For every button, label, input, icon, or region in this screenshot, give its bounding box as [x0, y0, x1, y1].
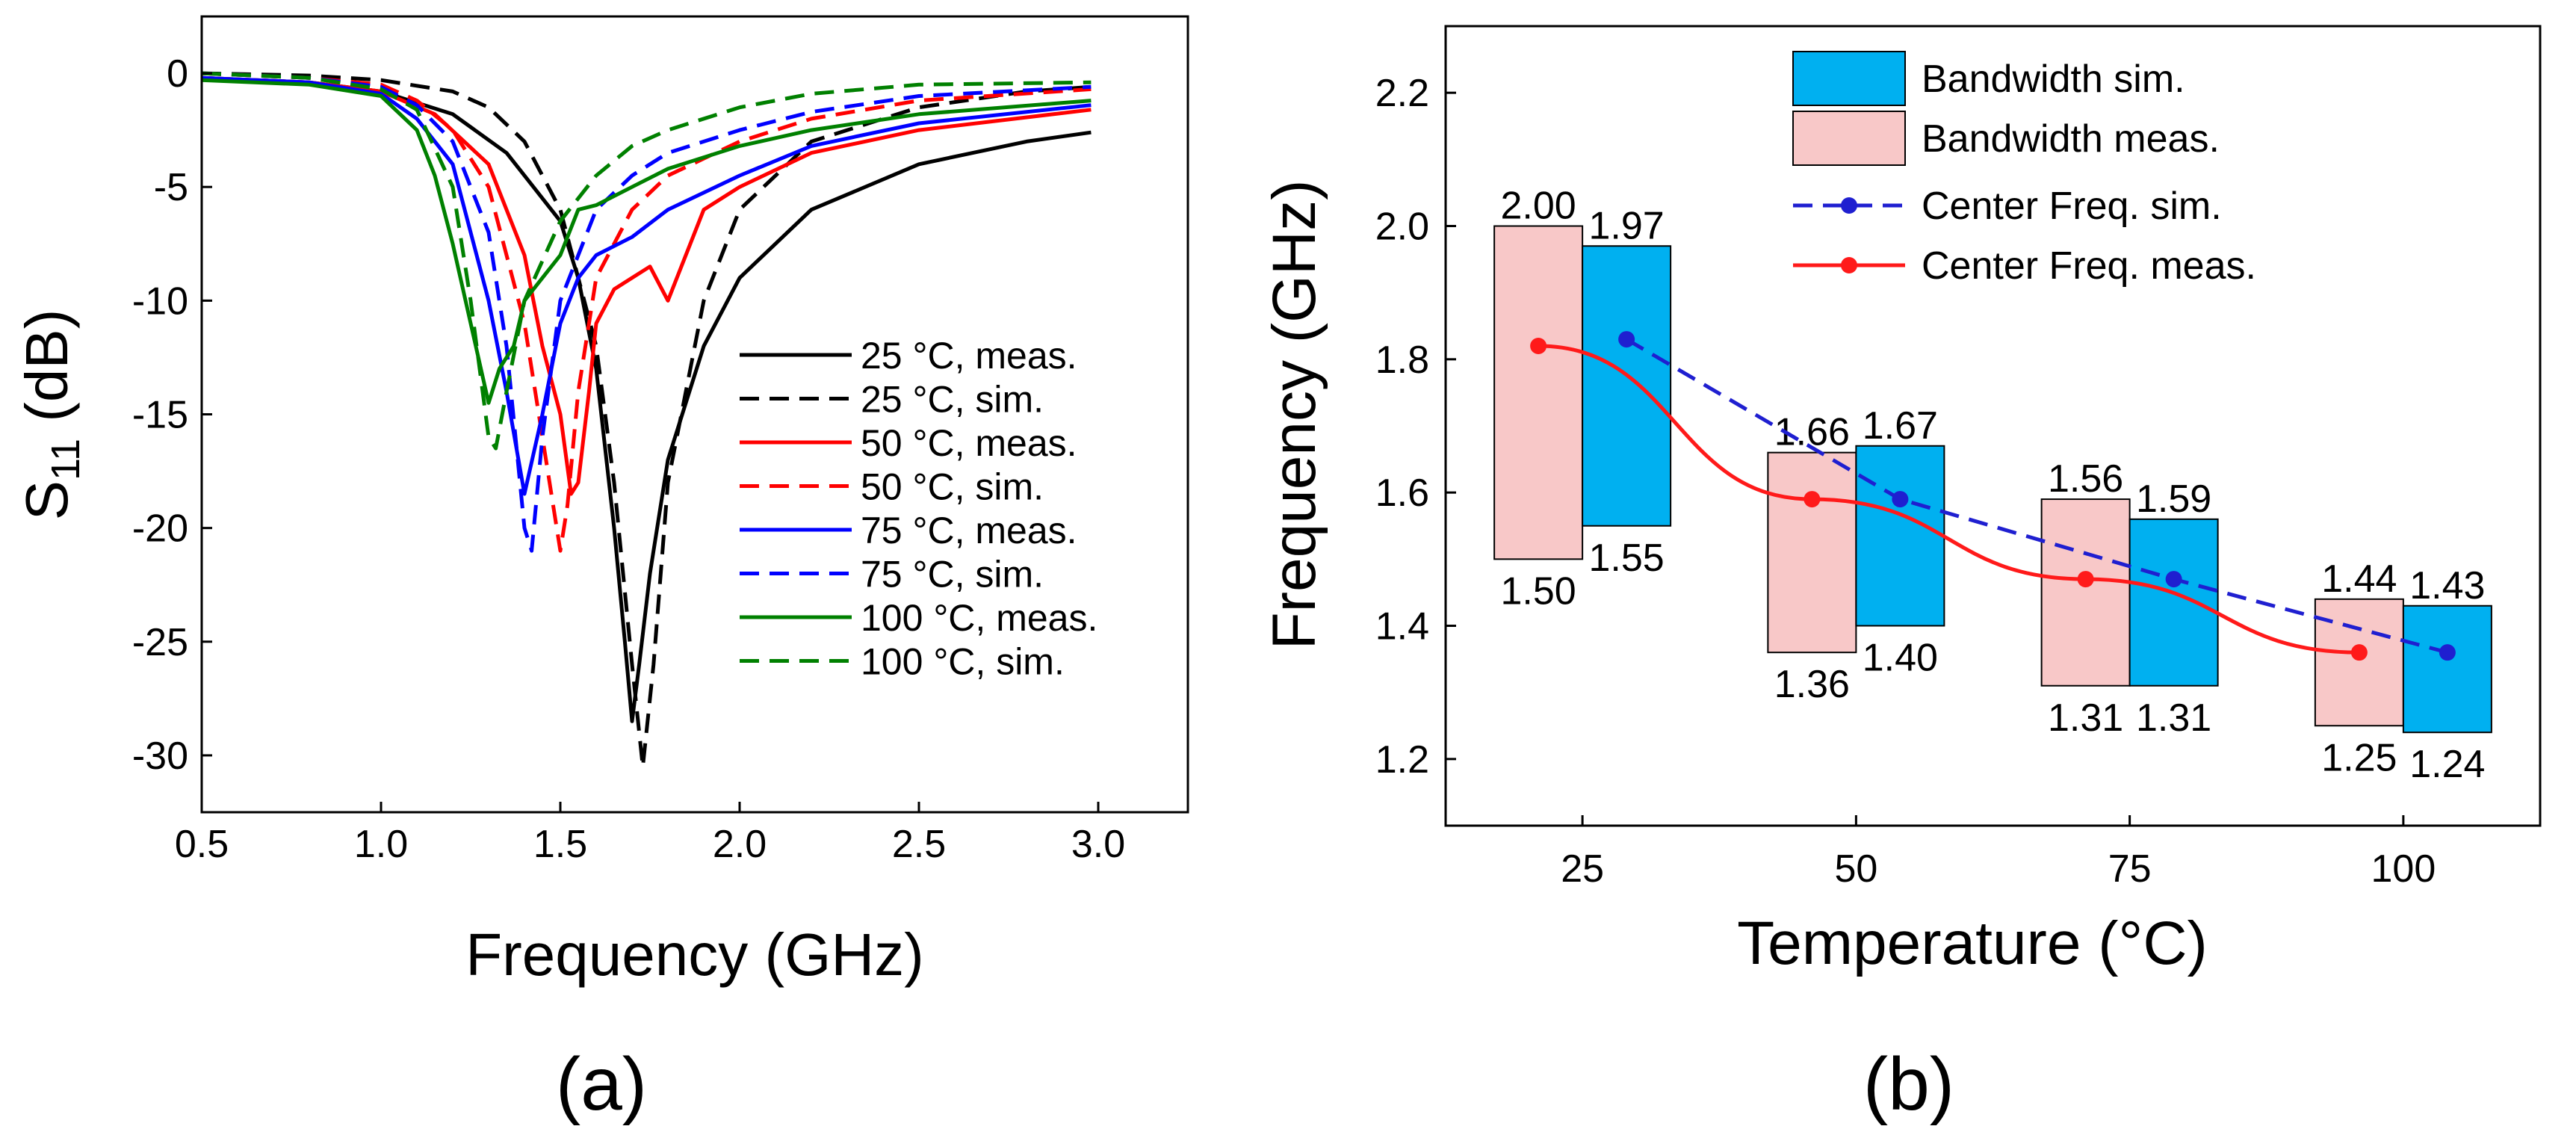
- panel-a-x-axis-title: Frequency (GHz): [465, 921, 923, 988]
- y-tick-label: 1.2: [1375, 738, 1429, 782]
- x-tick-label: 75: [2108, 847, 2152, 891]
- bandwidth-sim-low-label: 1.31: [2136, 696, 2211, 740]
- y-tick-label: 2.0: [1375, 205, 1429, 249]
- panel-a-y-ticks: 0 -5 -10 -15 -20 -25 -30: [132, 52, 212, 778]
- y-tick-label: -15: [132, 394, 188, 437]
- bandwidth-meas-low-label: 1.36: [1774, 663, 1850, 706]
- bandwidth-meas-bar: [1493, 225, 1584, 560]
- panel-a-plot-area: [201, 71, 1092, 769]
- panel-a-label: (a): [556, 1042, 647, 1126]
- panel-a-x-ticks: 0.5 1.0 1.5 2.0 2.5 3.0: [175, 802, 1125, 866]
- panel-a-y-axis-title-sub: 11: [43, 439, 88, 480]
- panel-b-frame: [1444, 25, 2542, 827]
- panel-b-x-axis-title: Temperature (°C): [1737, 909, 2208, 977]
- center-freq-sim-point: [2165, 571, 2182, 588]
- legend-bandwidth-meas-swatch: [1792, 111, 1906, 166]
- x-tick-label: 50: [1834, 847, 1877, 891]
- series-line-3: [201, 71, 1092, 553]
- center-freq-sim-point: [2439, 644, 2456, 661]
- bandwidth-meas-high-label: 1.56: [2048, 457, 2123, 501]
- bandwidth-sim-low-label: 1.40: [1863, 637, 1938, 680]
- legend-center-freq-meas-swatch-marker: [1841, 257, 1857, 273]
- panel-a-legend: 25 °C, meas.25 °C, sim.50 °C, meas.50 °C…: [740, 335, 1097, 683]
- panel-b-label: (b): [1863, 1042, 1954, 1126]
- x-tick-label: 25: [1561, 847, 1604, 891]
- legend-label-5: 75 °C, sim.: [861, 554, 1044, 596]
- center-freq-meas-point: [1803, 491, 1821, 508]
- legend-bandwidth-sim-label: Bandwidth sim.: [1922, 58, 2185, 101]
- legend-center-freq-meas-label: Center Freq. meas.: [1922, 244, 2256, 288]
- center-freq-meas-point: [1530, 338, 1547, 354]
- center-freq-sim-line: [1625, 337, 2448, 655]
- legend-label-4: 75 °C, meas.: [861, 510, 1077, 551]
- legend-bandwidth-meas-label: Bandwidth meas.: [1922, 117, 2220, 161]
- y-tick-label: -10: [132, 279, 188, 323]
- bandwidth-sim-high-label: 1.97: [1589, 204, 1665, 247]
- legend-label-7: 100 °C, sim.: [861, 641, 1065, 683]
- legend-label-2: 50 °C, meas.: [861, 422, 1077, 464]
- center-freq-meas-point: [2350, 644, 2368, 661]
- bandwidth-sim-bar: [2402, 604, 2492, 734]
- series-line-0: [201, 75, 1092, 723]
- x-tick-label: 100: [2371, 847, 2436, 891]
- legend-label-1: 25 °C, sim.: [861, 379, 1044, 421]
- series-line-5: [201, 71, 1092, 553]
- panel-a-y-axis-title: S11 (dB): [13, 309, 88, 521]
- panel-b: 2.001.501.971.551.661.361.671.401.561.31…: [1260, 25, 2542, 1126]
- panel-b-plot-area: 2.001.501.971.551.661.361.671.401.561.31…: [1493, 185, 2492, 786]
- x-tick-label: 3.0: [1071, 823, 1125, 866]
- center-freq-meas-point: [2077, 571, 2094, 588]
- y-tick-label: -20: [132, 507, 188, 551]
- bandwidth-meas-high-label: 2.00: [1501, 185, 1576, 228]
- center-freq-sim-point: [1618, 331, 1635, 348]
- series-line-2: [201, 75, 1092, 496]
- panel-b-x-ticks: 25 50 75 100: [1561, 815, 2436, 891]
- series-line-7: [201, 71, 1092, 451]
- panel-b-legend: Bandwidth sim. Bandwidth meas. Center Freq…: [1792, 51, 2256, 288]
- bandwidth-sim-high-label: 1.43: [2409, 564, 2485, 607]
- x-tick-label: 0.5: [175, 823, 229, 866]
- bandwidth-meas-high-label: 1.44: [2321, 557, 2397, 601]
- x-tick-label: 2.5: [892, 823, 946, 866]
- y-tick-label: 1.4: [1375, 605, 1429, 649]
- panel-a: 0.5 1.0 1.5 2.0 2.5 3.0 0 -5 -10 -15 -20 -25 -30 Fr…: [13, 15, 1189, 1126]
- panel-a-y-axis-title-main: S: [13, 480, 80, 520]
- bandwidth-meas-bar: [2314, 598, 2404, 727]
- center-freq-sim-point: [1892, 491, 1909, 508]
- bandwidth-meas-low-label: 1.50: [1501, 569, 1576, 613]
- bandwidth-meas-bar: [2040, 498, 2131, 687]
- bandwidth-sim-bar: [2128, 518, 2219, 687]
- legend-center-freq-sim-label: Center Freq. sim.: [1922, 185, 2222, 228]
- x-tick-label: 1.0: [354, 823, 408, 866]
- legend-label-6: 100 °C, meas.: [861, 597, 1097, 639]
- bandwidth-sim-low-label: 1.24: [2409, 743, 2485, 786]
- x-tick-label: 2.0: [713, 823, 767, 866]
- x-tick-label: 1.5: [533, 823, 587, 866]
- series-line-1: [201, 71, 1092, 769]
- y-tick-label: -30: [132, 734, 188, 778]
- y-tick-label: -5: [154, 166, 188, 209]
- bandwidth-meas-low-label: 1.25: [2321, 736, 2397, 779]
- bandwidth-meas-low-label: 1.31: [2048, 696, 2123, 740]
- bandwidth-sim-high-label: 1.67: [1863, 404, 1938, 448]
- y-tick-label: 2.2: [1375, 72, 1429, 115]
- y-tick-label: -25: [132, 621, 188, 664]
- legend-label-3: 50 °C, sim.: [861, 466, 1044, 508]
- y-tick-label: 0: [167, 52, 188, 96]
- y-tick-label: 1.8: [1375, 338, 1429, 382]
- bandwidth-sim-bar: [1582, 245, 1672, 527]
- center-freq-meas-line: [1538, 344, 2359, 655]
- bandwidth-meas-bar: [1767, 451, 1857, 654]
- bandwidth-sim-bar: [1855, 445, 1945, 627]
- bandwidth-sim-high-label: 1.59: [2136, 477, 2211, 521]
- bandwidth-sim-low-label: 1.55: [1589, 536, 1665, 580]
- panel-b-y-axis-title: Frequency (GHz): [1260, 180, 1328, 650]
- legend-bandwidth-sim-swatch: [1792, 51, 1906, 106]
- legend-label-0: 25 °C, meas.: [861, 335, 1077, 377]
- panel-a-y-axis-title-unit: (dB): [13, 309, 80, 439]
- panel-b-y-ticks: 1.2 1.4 1.6 1.8 2.0 2.2: [1375, 72, 1456, 782]
- y-tick-label: 1.6: [1375, 471, 1429, 515]
- legend-center-freq-sim-swatch-marker: [1841, 197, 1857, 214]
